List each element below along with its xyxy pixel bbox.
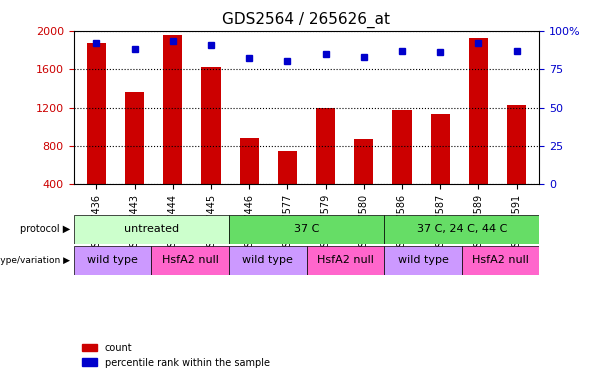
Bar [354,139,373,223]
Text: HsfA2 null: HsfA2 null [472,255,529,265]
Bar [430,114,450,223]
FancyBboxPatch shape [306,246,384,275]
Bar [125,92,144,223]
FancyBboxPatch shape [462,246,539,275]
Bar [392,110,411,223]
Text: 37 C: 37 C [294,224,319,235]
Bar [240,138,259,223]
FancyBboxPatch shape [384,215,539,244]
Text: protocol ▶: protocol ▶ [20,224,70,235]
Text: wild type: wild type [242,255,293,265]
Legend: count, percentile rank within the sample: count, percentile rank within the sample [78,339,273,371]
Bar [469,38,488,223]
Text: wild type: wild type [398,255,448,265]
FancyBboxPatch shape [74,246,151,275]
Text: genotype/variation ▶: genotype/variation ▶ [0,256,70,265]
Text: untreated: untreated [124,224,179,235]
Text: 37 C, 24 C, 44 C: 37 C, 24 C, 44 C [417,224,507,235]
Bar [507,104,526,223]
Text: wild type: wild type [87,255,138,265]
FancyBboxPatch shape [229,215,384,244]
Bar [278,151,297,223]
FancyBboxPatch shape [384,246,462,275]
Bar [163,35,183,223]
Title: GDS2564 / 265626_at: GDS2564 / 265626_at [223,12,390,28]
Bar [87,43,106,223]
Bar [202,67,221,223]
FancyBboxPatch shape [151,246,229,275]
Bar [316,108,335,223]
FancyBboxPatch shape [229,246,306,275]
FancyBboxPatch shape [74,215,229,244]
Text: HsfA2 null: HsfA2 null [317,255,374,265]
Text: HsfA2 null: HsfA2 null [162,255,218,265]
